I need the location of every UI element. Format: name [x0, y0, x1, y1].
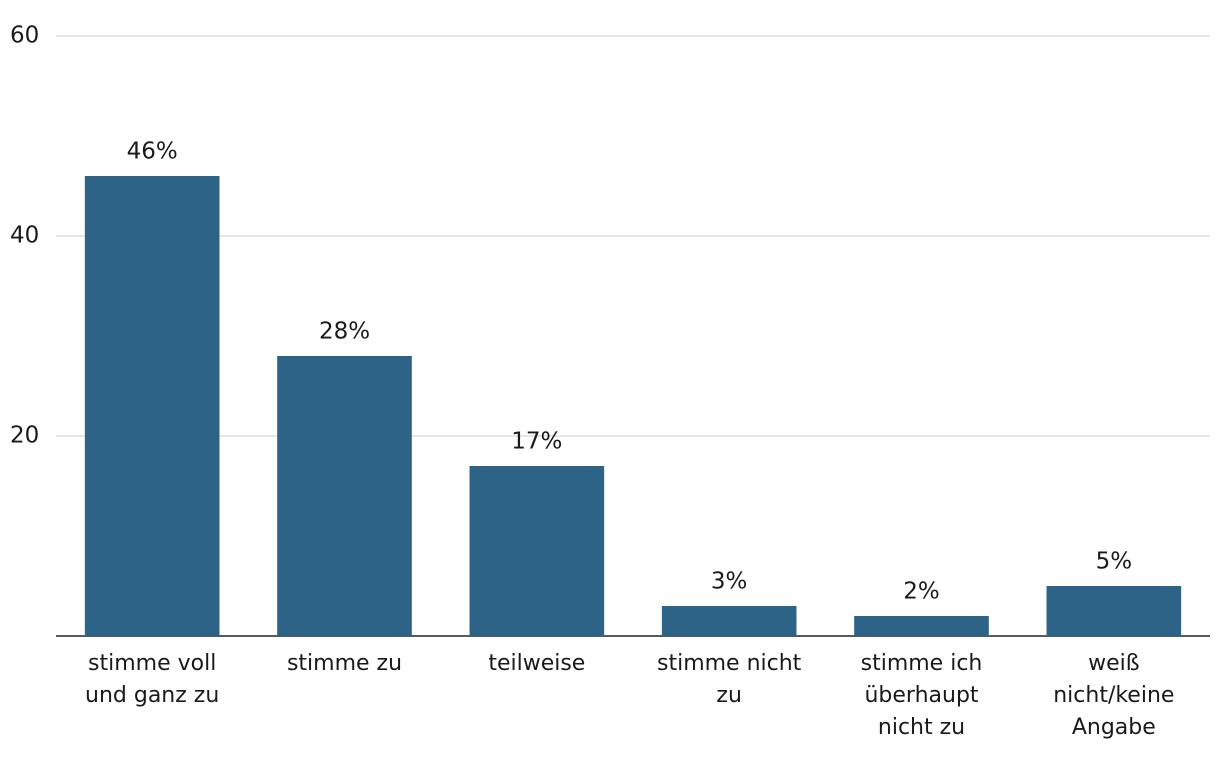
value-label: 3%	[711, 569, 748, 595]
x-tick-label-line: stimme zu	[287, 651, 402, 676]
bar	[277, 356, 412, 636]
x-tick-label-line: stimme voll	[88, 651, 216, 676]
bar	[1046, 586, 1182, 636]
value-label: 17%	[511, 429, 562, 455]
x-tick-label: stimme ich überhaupt nicht zu	[861, 651, 983, 740]
x-tick-label-line: stimme ich	[861, 651, 983, 676]
y-tick-label: 40	[10, 223, 39, 249]
x-tick-label-line: stimme nicht	[657, 651, 802, 676]
x-tick-label-line: überhaupt	[864, 683, 978, 708]
value-label: 28%	[319, 319, 370, 345]
bar	[84, 176, 220, 636]
x-tick-label-line: nicht/keine	[1053, 683, 1174, 708]
bar	[469, 466, 605, 636]
value-label: 5%	[1096, 549, 1133, 575]
x-tick-label: stimme nicht zu	[657, 651, 802, 708]
x-tick-label-line: zu	[716, 683, 742, 708]
x-tick-label: weiß nicht/keine Angabe	[1053, 651, 1174, 740]
bar	[661, 606, 797, 636]
x-tick-label: stimme zu	[287, 651, 402, 676]
x-tick-label: stimme voll und ganz zu	[85, 651, 219, 708]
value-label: 2%	[903, 579, 940, 605]
x-tick-label-line: teilweise	[488, 651, 585, 676]
x-tick-label-line: und ganz zu	[85, 683, 219, 708]
x-tick-label: teilweise	[488, 651, 585, 676]
y-tick-label: 20	[10, 423, 39, 449]
value-label: 46%	[127, 139, 178, 165]
bar	[854, 616, 989, 636]
x-tick-label-line: nicht zu	[878, 715, 965, 740]
x-tick-label-line: Angabe	[1072, 715, 1156, 740]
x-tick-label-line: weiß	[1088, 651, 1140, 676]
y-tick-label: 60	[10, 23, 39, 49]
